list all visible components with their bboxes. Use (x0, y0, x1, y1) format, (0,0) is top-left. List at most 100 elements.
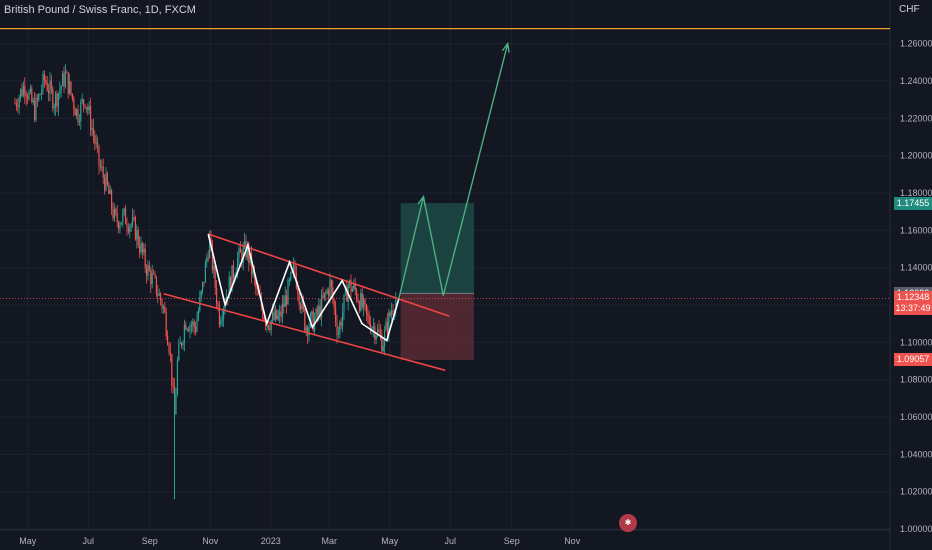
symbol-title[interactable]: British Pound / Swiss Franc, 1D, FXCM (4, 4, 196, 16)
candle-body (370, 324, 372, 332)
y-tick-label: 1.06000 (900, 412, 932, 422)
candle-body (164, 306, 166, 313)
candle-body (60, 86, 62, 90)
candle-body (106, 173, 108, 185)
candle-body (230, 277, 232, 292)
candle-body (56, 93, 58, 107)
candle-body (18, 97, 20, 108)
candle-body (91, 127, 93, 130)
candle-body (202, 282, 204, 291)
candle-body (307, 327, 309, 336)
candle-body (162, 306, 164, 309)
candle-body (36, 98, 38, 100)
candle-body (133, 217, 135, 219)
candle-body (391, 310, 393, 316)
candle-body (169, 351, 171, 354)
candle-body (221, 318, 223, 321)
candle-body (32, 100, 34, 103)
candle-body (35, 98, 37, 120)
news-event-icon[interactable]: ✱ (619, 514, 637, 532)
candle-body (57, 93, 59, 107)
candle-body (29, 88, 31, 92)
y-tick-label: 1.26000 (900, 39, 932, 49)
candle-body (223, 308, 225, 319)
candle-body (127, 227, 129, 232)
candle-body (87, 107, 89, 111)
candle-body (353, 283, 355, 289)
y-tick-label: 1.00000 (900, 524, 932, 534)
x-tick-label: Nov (202, 536, 219, 546)
candle-body (232, 265, 234, 279)
candle-body (381, 334, 383, 352)
candle-body (211, 242, 213, 271)
y-tick-label: 1.18000 (900, 188, 932, 198)
candle-body (379, 331, 381, 335)
candle-body (112, 208, 114, 219)
candle-body (20, 89, 22, 98)
candle-body (246, 244, 248, 258)
candle-body (143, 248, 145, 253)
candle-body (265, 320, 267, 326)
candle-body (189, 325, 191, 331)
candle-body (311, 311, 313, 315)
candle-body (300, 304, 302, 310)
candle-body (193, 321, 195, 328)
candle-body (195, 327, 197, 332)
zigzag-pattern (207, 233, 400, 342)
x-tick-label: Jul (83, 536, 95, 546)
last-price-value: 1.12348 (896, 292, 930, 303)
candle-body (382, 346, 384, 352)
candle-body (378, 329, 380, 332)
candle-body (94, 135, 96, 144)
candle-body (220, 320, 222, 325)
candle-body (150, 270, 152, 285)
candle-body (99, 165, 101, 168)
candle-body (368, 315, 370, 325)
candle-body (270, 320, 272, 330)
projection-arrowhead (417, 194, 426, 206)
candle-body (41, 90, 43, 95)
candle-body (248, 244, 250, 263)
candle-body (97, 142, 99, 146)
candle-body (59, 89, 61, 94)
candle-body (88, 106, 90, 111)
candle-body (179, 342, 181, 345)
candle-body (343, 294, 345, 312)
candle-body (318, 305, 320, 315)
candle-body (234, 275, 236, 279)
projection-path (397, 43, 509, 300)
candle-body (386, 321, 388, 334)
candle-body (126, 224, 128, 228)
candle-body (339, 322, 341, 334)
y-tick-label: 1.08000 (900, 375, 932, 385)
candle-body (27, 96, 29, 100)
candle-body (238, 247, 240, 259)
candle-body (64, 71, 66, 87)
candle-body (293, 264, 295, 271)
candle-body (73, 98, 75, 109)
candle-body (356, 290, 358, 300)
x-tick-label: Sep (504, 536, 520, 546)
candle-body (200, 290, 202, 298)
candle-body (85, 107, 87, 109)
candle-body (119, 224, 121, 229)
candle-body (351, 288, 353, 292)
candle-body (49, 80, 51, 94)
candle-body (280, 311, 282, 317)
candle-body (360, 293, 362, 311)
candle-body (125, 208, 127, 225)
candle-body (172, 385, 174, 387)
candle-body (241, 252, 243, 264)
candle-body (206, 257, 208, 263)
candle-body (217, 303, 219, 306)
candle-body (182, 342, 184, 346)
candle-body (288, 279, 290, 281)
candle-body (315, 308, 317, 319)
candle-body (171, 353, 173, 386)
candle-body (228, 277, 230, 299)
candle-body (81, 99, 83, 102)
candle-body (321, 295, 323, 318)
candle-body (120, 222, 122, 225)
